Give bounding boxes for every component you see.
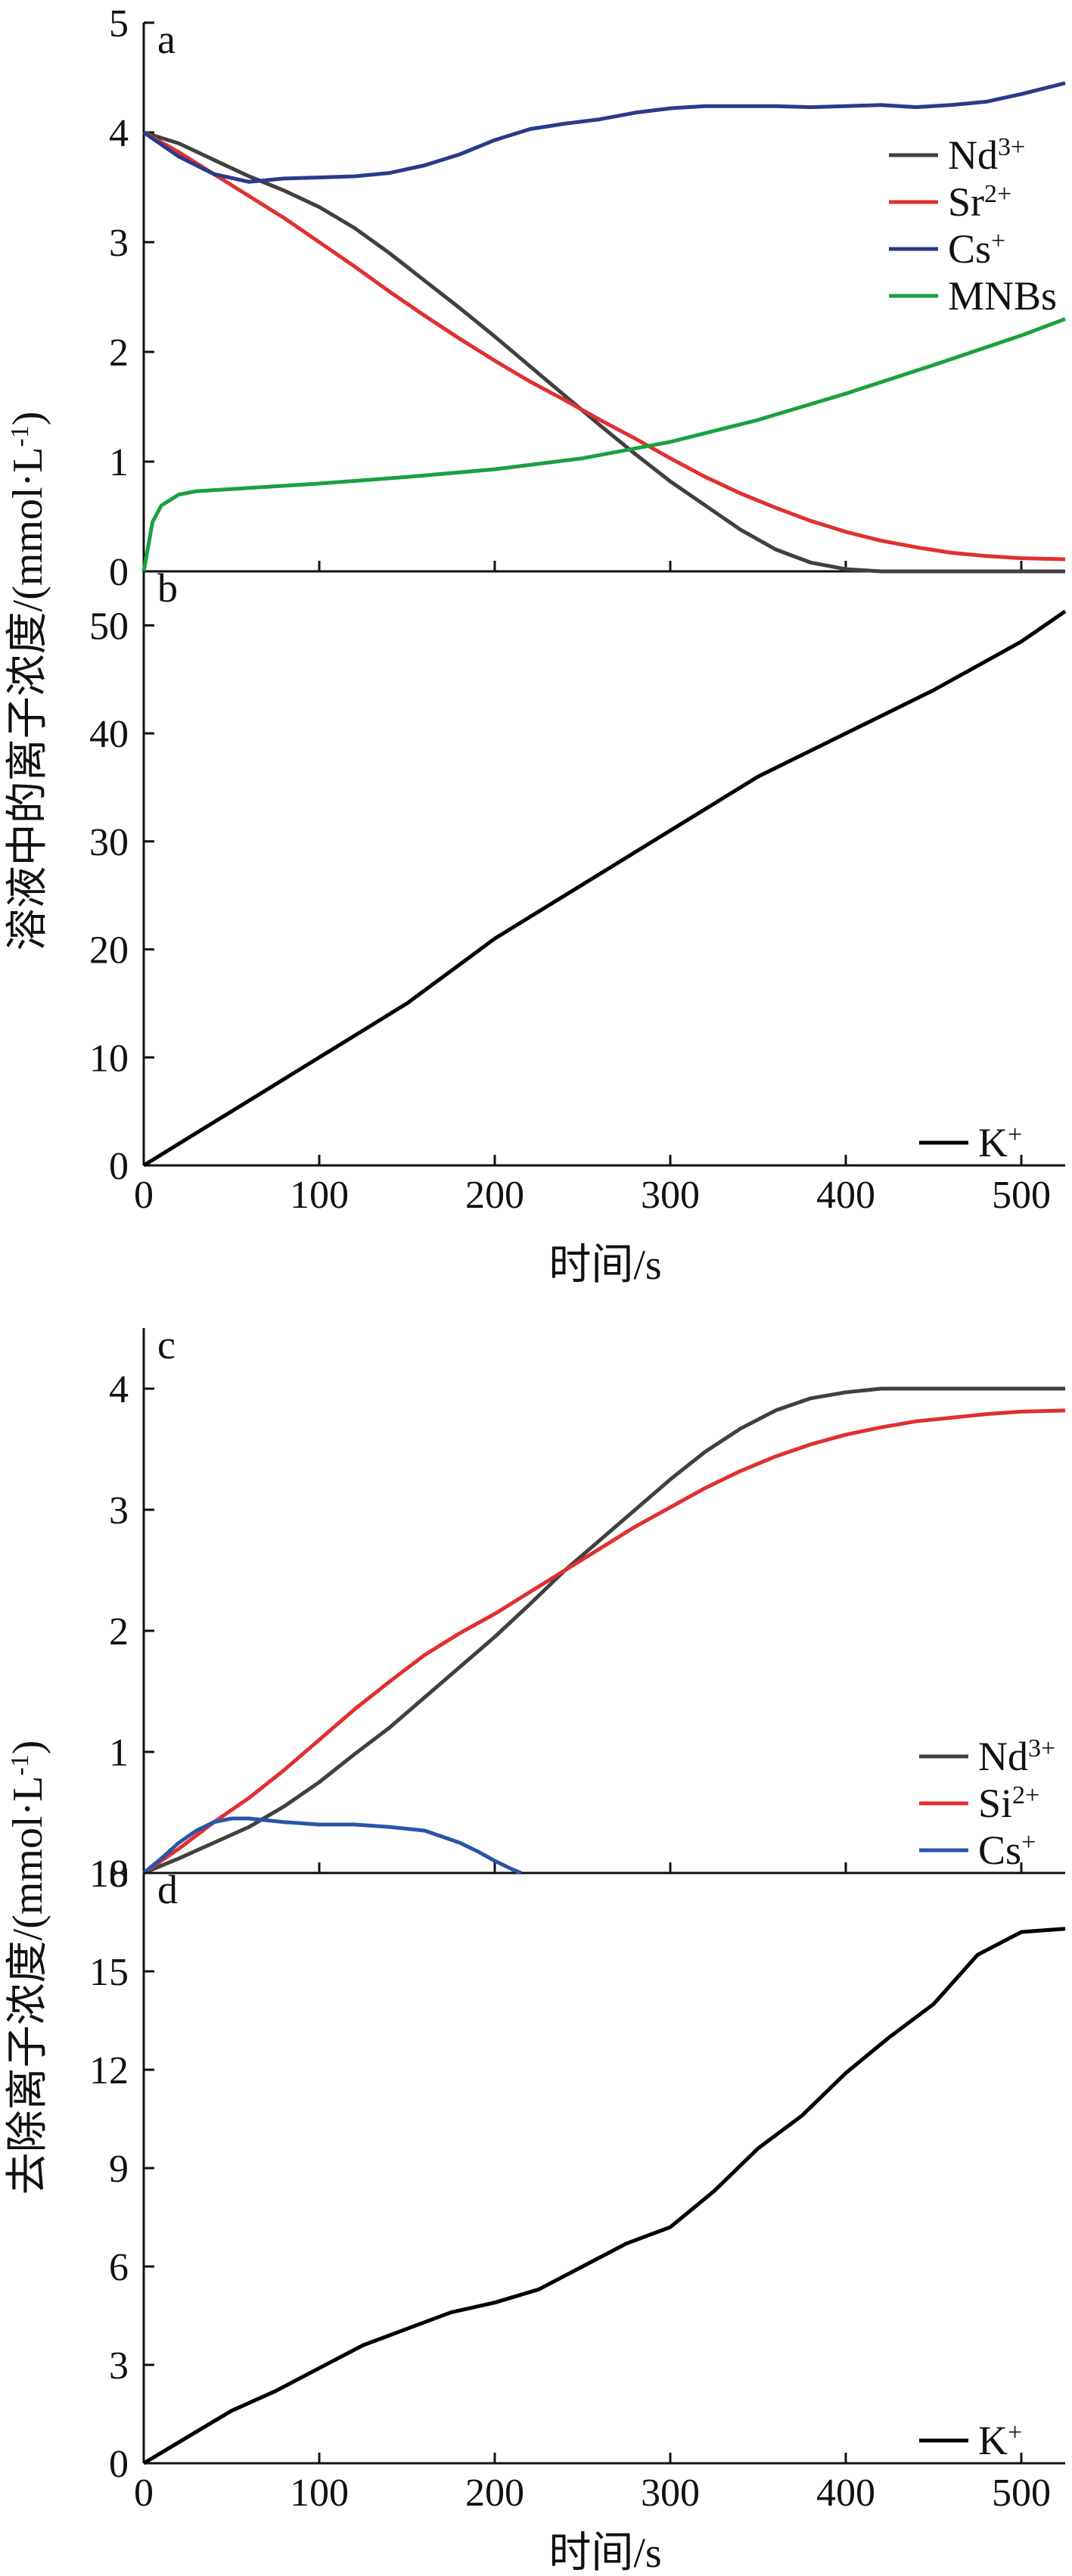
bottom-xlabel: 时间/s — [548, 2530, 661, 2576]
x-tick-label-b: 500 — [992, 1174, 1051, 1217]
y-tick-label-d: 6 — [109, 2246, 129, 2289]
y-tick-label-d: 3 — [109, 2344, 129, 2388]
x-tick-label-d: 0 — [134, 2472, 154, 2515]
y-tick-label-c: 2 — [109, 1610, 129, 1654]
y-tick-label-a: 2 — [109, 331, 129, 375]
y-tick-label-a: 0 — [109, 551, 129, 594]
y-tick-label-a: 1 — [109, 441, 129, 484]
y-tick-label-d: 12 — [89, 2049, 129, 2092]
legend-label-cs-a: Cs+ — [948, 226, 1005, 272]
panel-c: 0 1 2 3 4c Nd3+Si2+Cs+ — [109, 1322, 1066, 1896]
legend-label-cs-c: Cs+ — [978, 1828, 1036, 1873]
series-line-nd-a — [143, 130, 1065, 574]
x-tick-label-d: 300 — [641, 2472, 700, 2515]
x-tick-label-b: 100 — [290, 1174, 349, 1217]
legend-label-nd-a: Nd3+ — [948, 132, 1025, 178]
x-tick-label-b: 200 — [465, 1174, 524, 1217]
x-tick-label-b: 0 — [134, 1174, 154, 1217]
y-tick-label-b: 50 — [89, 605, 129, 648]
panel-label-a: a — [157, 17, 176, 62]
panel-label-d: d — [157, 1867, 178, 1912]
y-tick-label-a: 3 — [109, 222, 129, 265]
y-tick-label-c: 1 — [109, 1731, 129, 1775]
panel-label-b: b — [157, 565, 178, 611]
legend-label-sr-a: Sr2+ — [948, 179, 1011, 225]
series-line-k-d — [142, 1927, 1066, 2466]
top-xlabel: 时间/s — [548, 1242, 661, 1289]
y-tick-label-a: 5 — [109, 2, 129, 45]
series-line-k-b — [142, 609, 1067, 1168]
y-tick-label-b: 0 — [109, 1145, 129, 1188]
legend-label-k-b: K+ — [978, 1120, 1022, 1165]
y-tick-label-d: 0 — [109, 2443, 129, 2486]
y-tick-label-b: 40 — [89, 713, 129, 756]
y-tick-label-d: 18 — [89, 1853, 129, 1896]
y-tick-label-b: 20 — [89, 929, 129, 972]
series-line-nd-c — [143, 1386, 1065, 1875]
series-line-sr-a — [142, 130, 1066, 562]
bottom-ylabel: 去除离子浓度/(mmol·L-1) — [5, 1741, 51, 2195]
series-line-cs-c — [142, 1816, 522, 1875]
y-tick-label-c: 4 — [109, 1368, 129, 1411]
y-tick-label-c: 0 — [109, 1853, 129, 1896]
y-tick-label-c: 3 — [109, 1489, 129, 1532]
x-tick-label-b: 400 — [816, 1174, 875, 1217]
series-line-si-c — [142, 1408, 1066, 1875]
y-tick-label-a: 4 — [109, 112, 129, 155]
legend-label-mnbs-a: MNBs — [948, 273, 1057, 319]
top-ylabel: 溶液中的离子浓度/(mmol·L-1) — [5, 412, 51, 951]
x-tick-label-d: 100 — [290, 2472, 349, 2515]
panel-label-c: c — [157, 1322, 176, 1367]
y-tick-label-d: 15 — [89, 1951, 129, 1994]
x-tick-label-d: 400 — [816, 2472, 875, 2515]
y-tick-label-b: 10 — [89, 1037, 129, 1080]
y-tick-label-b: 30 — [89, 821, 129, 864]
series-line-cs-a — [142, 81, 1066, 184]
panel-a: 0 1 2 3 4 5 a Nd3+Sr2+Cs+MNBs — [109, 2, 1066, 594]
legend-label-si-c: Si2+ — [978, 1781, 1039, 1826]
x-tick-label-d: 500 — [992, 2472, 1051, 2515]
x-tick-label-b: 300 — [641, 1174, 700, 1217]
x-tick-label-d: 200 — [465, 2472, 524, 2515]
series-line-mnbs-a — [141, 317, 1066, 572]
legend-label-nd-c: Nd3+ — [978, 1734, 1055, 1779]
legend-label-k-d: K+ — [978, 2418, 1022, 2463]
y-tick-label-d: 9 — [109, 2148, 129, 2191]
